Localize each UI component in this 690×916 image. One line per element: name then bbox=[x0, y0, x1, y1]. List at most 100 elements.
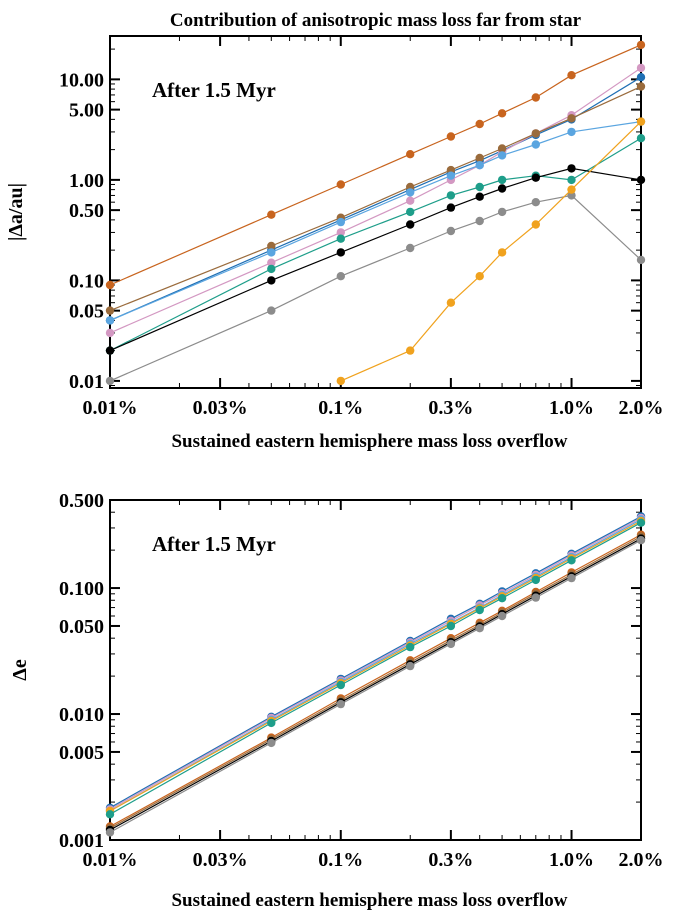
y-tick-label: 0.10 bbox=[69, 270, 104, 292]
data-point bbox=[336, 217, 345, 227]
x-axis-label: Sustained eastern hemisphere mass loss o… bbox=[171, 431, 567, 452]
y-tick-label: 0.010 bbox=[59, 704, 104, 726]
data-point bbox=[267, 258, 276, 267]
series-1 bbox=[105, 40, 646, 290]
data-point bbox=[267, 738, 276, 748]
series-5 bbox=[105, 518, 646, 819]
data-point bbox=[475, 182, 484, 192]
y-axis-label: Δe bbox=[9, 659, 31, 681]
data-point bbox=[531, 220, 540, 229]
series-line bbox=[109, 539, 642, 833]
series-line bbox=[109, 515, 642, 809]
data-point bbox=[446, 639, 456, 649]
data-point bbox=[336, 234, 345, 243]
data-point bbox=[105, 316, 115, 325]
x-tick-label: 0.1% bbox=[318, 849, 363, 871]
data-point bbox=[336, 272, 345, 281]
x-tick-label: 0.03% bbox=[193, 849, 248, 871]
data-point bbox=[446, 203, 456, 212]
data-point bbox=[406, 196, 415, 205]
data-point bbox=[636, 134, 646, 143]
series-line bbox=[109, 121, 642, 321]
data-point bbox=[636, 255, 646, 265]
data-point bbox=[531, 140, 540, 149]
data-point bbox=[531, 173, 540, 182]
y-tick-label: 0.005 bbox=[59, 742, 104, 764]
data-point bbox=[105, 306, 115, 315]
y-tick-label: 0.050 bbox=[59, 616, 104, 638]
data-point bbox=[497, 594, 507, 603]
data-point bbox=[406, 207, 415, 217]
plot-frame bbox=[109, 35, 642, 389]
annotation: After 1.5 Myr bbox=[152, 532, 276, 556]
data-point bbox=[475, 161, 484, 170]
x-tick-label: 0.3% bbox=[428, 849, 473, 871]
data-point bbox=[267, 248, 276, 257]
data-point bbox=[531, 593, 540, 602]
y-tick-label: 0.500 bbox=[59, 490, 104, 512]
data-point bbox=[406, 642, 415, 652]
data-point bbox=[267, 210, 276, 219]
plot-frame bbox=[109, 499, 642, 841]
series-7 bbox=[105, 164, 646, 355]
y-tick-label: 1.00 bbox=[69, 170, 104, 192]
data-point bbox=[567, 556, 576, 565]
series-line bbox=[109, 538, 642, 831]
data-point bbox=[475, 216, 484, 226]
data-point bbox=[475, 153, 484, 163]
data-point bbox=[105, 280, 115, 290]
series-line bbox=[109, 522, 642, 815]
data-point bbox=[406, 243, 415, 253]
x-axis-label: Sustained eastern hemisphere mass loss o… bbox=[171, 890, 567, 911]
data-point bbox=[105, 328, 115, 338]
series-line bbox=[109, 517, 642, 810]
data-point bbox=[406, 346, 415, 355]
data-point bbox=[406, 661, 415, 671]
series-5 bbox=[105, 117, 646, 325]
series-line bbox=[109, 534, 642, 828]
y-tick-label: 0.05 bbox=[69, 301, 104, 323]
data-point bbox=[531, 93, 540, 102]
data-point bbox=[336, 228, 345, 237]
y-axis-label: |Δa/au| bbox=[5, 183, 27, 241]
x-tick-label: 0.1% bbox=[318, 397, 363, 419]
data-point bbox=[497, 151, 507, 160]
data-point bbox=[267, 264, 276, 274]
data-point bbox=[406, 220, 415, 229]
data-point bbox=[475, 119, 484, 129]
data-point bbox=[567, 127, 576, 137]
data-point bbox=[636, 82, 646, 91]
data-point bbox=[636, 175, 646, 185]
data-point bbox=[497, 207, 507, 217]
x-tick-label: 0.3% bbox=[428, 397, 473, 419]
data-point bbox=[406, 150, 415, 159]
data-point bbox=[105, 810, 115, 819]
x-tick-label: 2.0% bbox=[619, 397, 664, 419]
x-tick-label: 1.0% bbox=[549, 849, 594, 871]
data-point bbox=[267, 276, 276, 285]
data-point bbox=[446, 621, 456, 631]
data-point bbox=[475, 192, 484, 201]
data-point bbox=[336, 699, 345, 709]
data-point bbox=[636, 117, 646, 126]
data-point bbox=[567, 114, 576, 123]
series-line bbox=[109, 167, 642, 352]
series-line bbox=[109, 67, 642, 334]
data-point bbox=[336, 376, 345, 386]
data-point bbox=[567, 191, 576, 200]
data-point bbox=[267, 241, 276, 251]
y-tick-label: 0.100 bbox=[59, 578, 104, 600]
series-6 bbox=[105, 134, 646, 355]
series-line bbox=[109, 536, 642, 829]
chart-2: 0.001 0.005 0.010 0.050 0.100 0.500 0.01% 0.03%… bbox=[9, 490, 664, 911]
series-9 bbox=[336, 117, 646, 386]
x-tick-label: 2.0% bbox=[619, 849, 664, 871]
data-point bbox=[336, 680, 345, 690]
data-point bbox=[636, 518, 646, 527]
x-tick-label: 1.0% bbox=[549, 397, 594, 419]
series-line bbox=[109, 76, 642, 321]
data-point bbox=[636, 73, 646, 82]
data-point bbox=[567, 175, 576, 185]
data-point bbox=[636, 63, 646, 73]
